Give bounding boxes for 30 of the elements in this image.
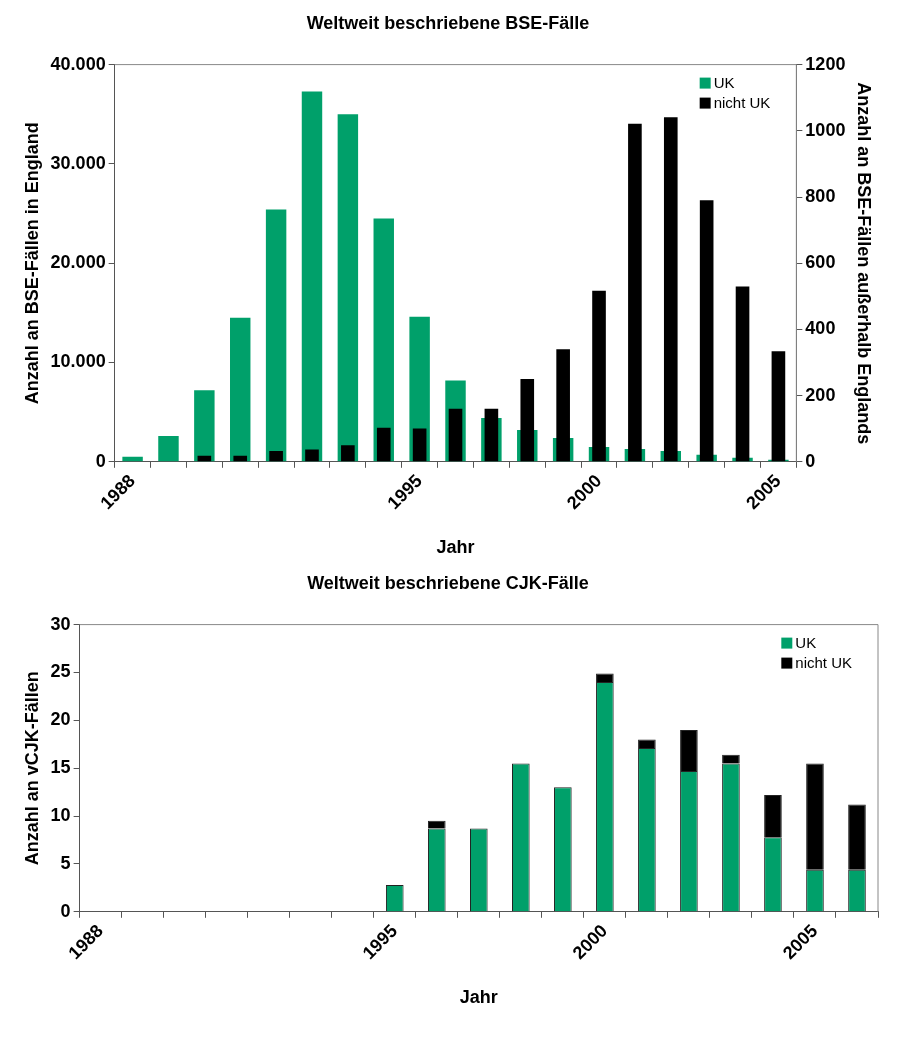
- legend-label: UK: [713, 73, 735, 91]
- x-axis-title: Jahr: [436, 537, 475, 558]
- y-tick-label: 10.000: [50, 351, 106, 372]
- y2-tick-label: 600: [805, 252, 836, 273]
- y2-tick-label: 0: [805, 450, 816, 471]
- y-axis-title: Anzahl an BSE-Fällen in England: [21, 122, 42, 405]
- y-tick-label: 20: [50, 709, 71, 730]
- y-tick-label: 10: [50, 805, 71, 826]
- y-tick-label: 15: [50, 757, 71, 778]
- chart-title: Weltweit beschriebene CJK-Fälle: [307, 572, 589, 593]
- y-tick-label: 25: [50, 661, 71, 682]
- y2-tick-label: 200: [805, 384, 836, 405]
- legend-label: UK: [795, 633, 817, 651]
- y2-tick-label: 400: [805, 318, 836, 339]
- legend-label: nicht UK: [795, 653, 853, 671]
- y2-tick-label: 1000: [805, 119, 846, 140]
- y2-axis-title: Anzahl an BSE-Fällen außerhalb Englands: [854, 82, 875, 445]
- y-tick-label: 20.000: [50, 252, 106, 273]
- y-tick-label: 0: [95, 450, 106, 471]
- y-tick-label: 40.000: [50, 53, 106, 74]
- y-tick-label: 30.000: [50, 152, 106, 173]
- y-axis-title: Anzahl an vCJK-Fällen: [21, 671, 42, 866]
- y-tick-label: 0: [60, 900, 71, 921]
- legend-label: nicht UK: [713, 93, 771, 111]
- chart-title: Weltweit beschriebene BSE-Fälle: [306, 12, 590, 33]
- y-tick-label: 30: [50, 613, 71, 634]
- x-axis-title: Jahr: [459, 987, 498, 1008]
- y2-tick-label: 1200: [805, 53, 846, 74]
- y2-tick-label: 800: [805, 185, 836, 206]
- y-tick-label: 5: [60, 852, 71, 873]
